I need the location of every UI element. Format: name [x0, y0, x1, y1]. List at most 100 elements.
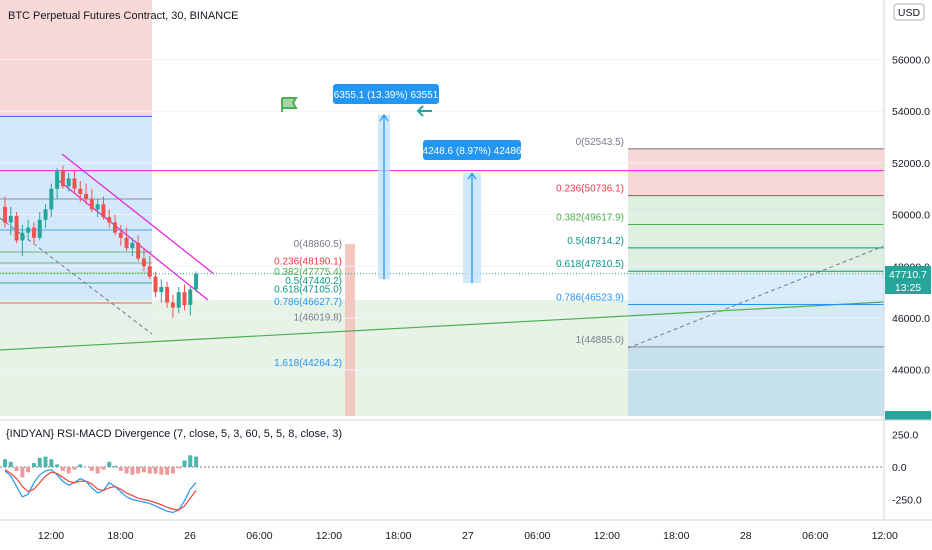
indicator-hist-bar [165, 467, 170, 475]
fib-large-label: 0.5(48714.2) [567, 236, 624, 247]
candle-body [165, 286, 170, 303]
candle-body [176, 292, 181, 308]
blue-zone [0, 116, 152, 336]
fib-large-label: 0.382(49617.9) [556, 212, 624, 223]
fib-small-label: 1(46019.8) [294, 312, 342, 323]
candle-body [43, 209, 48, 220]
indicator-hist-bar [14, 467, 19, 471]
measure-label-box [423, 140, 521, 160]
price-axis[interactable] [884, 0, 932, 420]
candle-body [8, 215, 13, 223]
candle-body [3, 206, 7, 223]
candle-body [159, 286, 164, 293]
fib-large-label: 0.618(47810.5) [556, 259, 624, 270]
candle-body [147, 266, 152, 277]
time-axis[interactable]: 12:00 18:00 26 06:00 12:00 18:00 27 06:00 12:00 1… [38, 530, 898, 542]
fib-large-label: 0(52543.5) [576, 137, 624, 148]
indicator-hist-bar [37, 457, 42, 467]
chart-title: BTC Perpetual Futures Contract, 30, BINA… [8, 10, 238, 22]
candle-body [153, 276, 158, 293]
indicator-hist-bar [72, 467, 77, 470]
indicator-hist-bar [3, 459, 7, 467]
indicator-hist-bar [153, 467, 158, 474]
indicator-hist-bar [159, 467, 164, 475]
currency-button[interactable]: USD [893, 3, 925, 21]
time-tick-label: 28 [740, 530, 752, 542]
time-tick-label: 18:00 [107, 530, 133, 542]
fib-small-label: 0.382(47775.4) [274, 267, 342, 278]
indicator-hist-bar [113, 465, 118, 467]
fib-small-label: 0.618(47105.0) [274, 284, 342, 295]
measure-label: 6355.1 (13.39%) 63551 [334, 90, 439, 101]
indicator-hist-bar [26, 467, 31, 473]
indicator-hist-bar [124, 467, 129, 474]
candle-body [130, 243, 135, 249]
indicator-hist-bar [31, 463, 36, 467]
candle-body [113, 222, 118, 233]
red-zone [0, 0, 152, 116]
time-tick-label: 12:00 [316, 530, 342, 542]
indicator-hist-bar [78, 464, 83, 467]
indicator-hist-bar [43, 456, 48, 467]
indicator-hist-bar [89, 467, 94, 471]
indicator-plot [0, 455, 884, 514]
time-tick-label: 06:00 [246, 530, 272, 542]
fib-small-label: 0(48860.5) [294, 239, 342, 250]
candle-body [20, 232, 25, 241]
fib-small-label: 1.618(44264.2) [274, 358, 342, 369]
indicator-hist-bar [95, 467, 100, 474]
measure-label: 4248.6 (8.97%) 42486 [423, 146, 522, 157]
indicator-hist-bar [170, 467, 175, 474]
candle-body [66, 178, 71, 187]
time-tick-label: 06:00 [524, 530, 550, 542]
price-tick-label: 56000.0 [892, 55, 930, 67]
candle-body [49, 188, 54, 210]
candle-body [89, 199, 94, 210]
drawing-lines [0, 115, 885, 351]
candle-body [118, 232, 123, 238]
measure-arrow-head [379, 113, 389, 122]
time-tick-label: 12:00 [594, 530, 620, 542]
measure-label-box [333, 84, 439, 104]
candle-body [95, 204, 100, 210]
candle-body [84, 193, 89, 200]
currency-label: USD [898, 7, 921, 19]
candle-body [141, 258, 146, 267]
candle-body [194, 273, 199, 290]
indicator-red-line [4, 469, 197, 511]
channel-upper-line [61, 153, 215, 275]
indicator-hist-bar [107, 461, 112, 467]
indicator-hist-bar [118, 467, 123, 471]
fib-small-label: 0.786(46627.7) [274, 297, 342, 308]
fib-large-label: 0.786(46523.9) [556, 292, 624, 303]
last-price: 47710.7 [889, 269, 927, 281]
indicator-hist-bar [20, 467, 25, 478]
indicator-hist-bar [194, 456, 199, 467]
flag-icon [281, 97, 298, 112]
indicator-tick-label: -250.0 [892, 495, 922, 507]
channel-lower-line [57, 179, 209, 301]
candle-body [107, 217, 112, 223]
indicator-title: {INDYAN} RSI-MACD Divergence (7, close, … [6, 428, 342, 440]
countdown: 13:25 [895, 282, 921, 294]
indicator-hist-bar [136, 467, 141, 474]
candle-body [101, 204, 106, 218]
candle-body [170, 302, 175, 308]
measure-tools: 6355.1 (13.39%) 63551 4248.6 (8.97%) 4248… [333, 84, 522, 284]
green-trend-line [0, 301, 885, 351]
indicator-tick-label: 0.0 [892, 462, 907, 474]
indicator-hist-bar [147, 467, 152, 474]
time-tick-label: 18:00 [385, 530, 411, 542]
bottom-price-badge [885, 411, 931, 420]
indicator-hist-bar [182, 460, 187, 467]
indicator-hist-bar [141, 467, 146, 473]
time-tick-label: 27 [462, 530, 474, 542]
candles [3, 165, 199, 318]
price-tick-label: 50000.0 [892, 210, 930, 222]
price-tick-label: 44000.0 [892, 365, 930, 377]
price-tick-label: 54000.0 [892, 106, 930, 118]
time-tick-label: 06:00 [802, 530, 828, 542]
arrow-left-icon [416, 105, 432, 117]
indicator-hist-bar [60, 467, 65, 471]
fib-large-teal [628, 348, 884, 416]
